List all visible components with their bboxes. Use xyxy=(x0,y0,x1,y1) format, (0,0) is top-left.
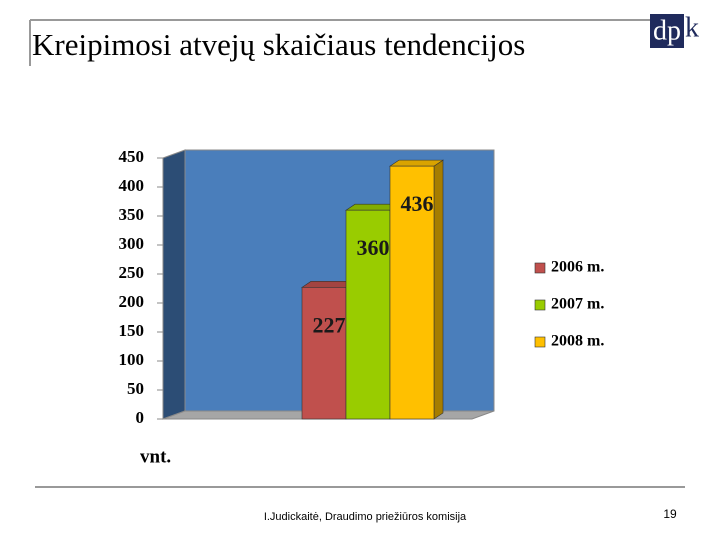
y-tick-label: 300 xyxy=(119,234,145,253)
y-tick-label: 100 xyxy=(119,350,145,369)
y-tick-label: 350 xyxy=(119,205,145,224)
y-axis-label: vnt. xyxy=(140,446,171,467)
data-label: 227 xyxy=(313,312,346,337)
side-wall xyxy=(162,149,186,420)
legend-label: 2008 m. xyxy=(551,333,604,350)
legend-label: 2006 m. xyxy=(551,259,604,276)
y-tick-label: 150 xyxy=(119,321,145,340)
legend-swatch xyxy=(534,299,546,311)
y-tick-label: 250 xyxy=(119,263,145,282)
bar-top xyxy=(389,159,444,167)
page-number: 19 xyxy=(663,507,677,521)
bar xyxy=(301,287,347,420)
y-tick-label: 200 xyxy=(119,292,145,311)
legend-swatch xyxy=(534,336,546,348)
y-tick-label: 450 xyxy=(119,147,145,166)
legend-swatch xyxy=(534,262,546,274)
data-label: 360 xyxy=(357,235,390,260)
logo-box xyxy=(650,14,684,48)
y-tick-label: 400 xyxy=(119,176,145,195)
bar xyxy=(389,165,435,420)
logo: dp xyxy=(653,15,681,46)
y-tick-label: 50 xyxy=(127,379,144,398)
logo: k xyxy=(685,12,699,43)
y-tick-label: 0 xyxy=(136,408,145,427)
data-label: 436 xyxy=(401,191,434,216)
bar-side xyxy=(433,159,444,420)
chart-title: Kreipimosi atvejų skaičiaus tendencijos xyxy=(32,27,525,62)
legend-label: 2007 m. xyxy=(551,296,604,313)
footer: I.Judickaitė, Draudimo priežiūros komisi… xyxy=(264,511,467,523)
bar xyxy=(345,209,391,420)
